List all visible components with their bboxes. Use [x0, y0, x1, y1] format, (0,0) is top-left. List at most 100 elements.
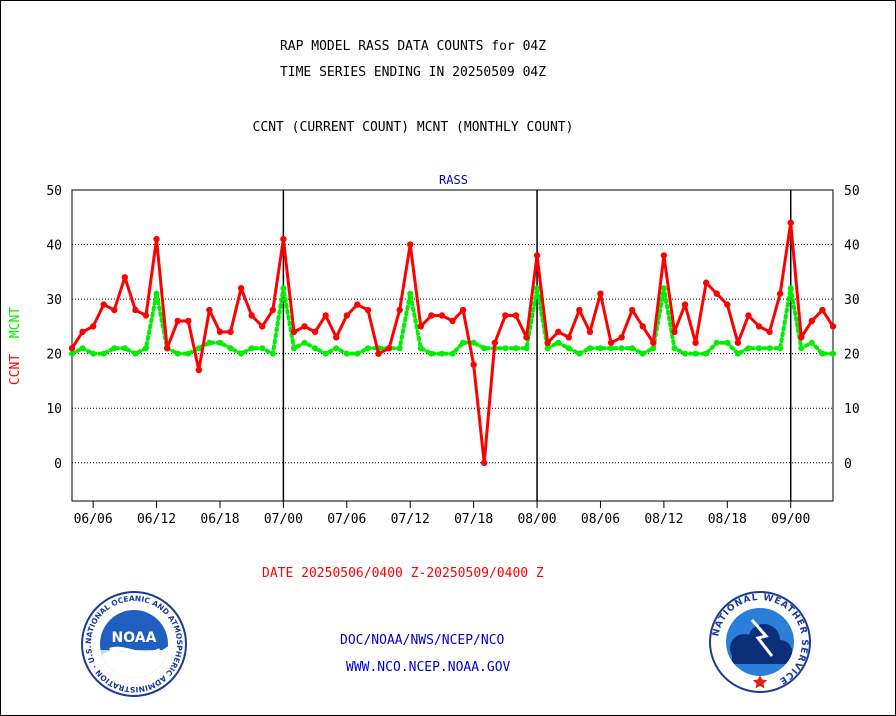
point-mcnt — [745, 345, 752, 352]
point-ccnt — [459, 306, 467, 314]
y-tick-label-left: 0 — [54, 457, 62, 472]
point-ccnt — [639, 323, 646, 330]
point-mcnt — [248, 345, 255, 352]
point-ccnt — [195, 366, 203, 374]
point-ccnt — [385, 345, 393, 352]
point-ccnt — [428, 312, 435, 319]
x-tick-label: 07/00 — [264, 512, 303, 527]
point-mcnt — [79, 345, 86, 352]
point-ccnt — [565, 334, 572, 341]
point-ccnt — [269, 306, 277, 314]
point-ccnt — [142, 312, 150, 319]
point-ccnt — [290, 328, 298, 336]
point-ccnt — [121, 274, 129, 281]
y-tick-label-left: 30 — [46, 293, 62, 308]
point-ccnt — [491, 339, 498, 346]
plot-area-border — [71, 189, 834, 502]
point-mcnt — [290, 345, 297, 352]
point-ccnt — [502, 312, 509, 319]
point-mcnt — [671, 345, 678, 352]
point-mcnt — [682, 350, 689, 357]
point-mcnt — [238, 350, 245, 357]
point-ccnt — [628, 306, 636, 314]
point-ccnt — [554, 328, 562, 336]
point-mcnt — [724, 339, 731, 346]
point-mcnt — [703, 350, 710, 357]
point-mcnt — [639, 350, 646, 357]
point-ccnt — [544, 339, 551, 346]
point-mcnt — [312, 345, 319, 352]
y-tick-label-left: 50 — [46, 184, 62, 199]
x-tick-label: 09/00 — [771, 512, 810, 527]
point-mcnt — [259, 345, 266, 352]
point-ccnt — [512, 312, 520, 319]
point-ccnt — [681, 301, 689, 308]
point-ccnt — [407, 241, 414, 248]
point-ccnt — [819, 306, 826, 314]
y-tick-label-left: 20 — [46, 348, 62, 363]
point-mcnt — [830, 350, 836, 357]
x-tick-label: 07/06 — [327, 512, 366, 527]
chart-title-line2: TIME SERIES ENDING IN 20250509 04Z — [279, 65, 547, 80]
point-ccnt — [829, 323, 837, 330]
website-label: WWW.NCO.NCEP.NOAA.GOV — [346, 660, 511, 675]
point-ccnt — [227, 328, 234, 336]
point-ccnt — [311, 328, 319, 336]
point-mcnt — [470, 339, 477, 346]
point-mcnt — [333, 345, 340, 352]
point-mcnt — [555, 339, 562, 346]
point-ccnt — [597, 290, 604, 297]
point-mcnt — [449, 350, 456, 357]
point-mcnt — [121, 345, 128, 352]
point-mcnt — [576, 350, 583, 357]
x-tick-label: 07/18 — [454, 512, 493, 527]
point-ccnt — [163, 345, 171, 352]
chart-subtitle: RASS — [439, 173, 468, 187]
point-mcnt — [544, 345, 551, 352]
point-ccnt — [660, 252, 668, 259]
point-ccnt — [438, 312, 446, 319]
point-ccnt — [248, 312, 255, 319]
y-axis-label-ccnt: CCNT — [8, 354, 23, 385]
y-tick-label-right: 40 — [844, 239, 860, 254]
point-mcnt — [69, 350, 75, 357]
point-mcnt — [364, 345, 371, 352]
noaa-logo-text: NOAA — [112, 630, 157, 646]
point-mcnt — [502, 345, 509, 352]
point-ccnt — [766, 328, 773, 336]
x-tick-label: 08/00 — [517, 512, 556, 527]
point-mcnt — [417, 345, 424, 352]
y-axis-label-mcnt: MCNT — [8, 307, 23, 338]
point-mcnt — [660, 285, 667, 292]
point-mcnt — [153, 290, 160, 297]
point-ccnt — [745, 312, 752, 319]
y-tick-label-left: 40 — [46, 239, 62, 254]
point-ccnt — [89, 323, 97, 330]
y-tick-label-left: 10 — [46, 402, 62, 417]
point-mcnt — [798, 345, 805, 352]
x-tick-label: 08/12 — [644, 512, 683, 527]
point-mcnt — [227, 345, 234, 352]
agency-label: DOC/NOAA/NWS/NCEP/NCO — [340, 633, 505, 648]
point-ccnt — [259, 323, 266, 330]
y-tick-label-right: 0 — [844, 457, 852, 472]
point-mcnt — [629, 345, 636, 352]
point-mcnt — [354, 350, 361, 357]
point-ccnt — [417, 323, 424, 330]
point-ccnt — [808, 317, 816, 325]
chart-title-line1: RAP MODEL RASS DATA COUNTS for 04Z — [279, 39, 547, 54]
point-mcnt — [534, 285, 541, 292]
point-ccnt — [354, 301, 361, 308]
point-ccnt — [396, 306, 403, 314]
date-range-label: DATE 20250506/0400 Z-20250509/0400 Z — [262, 566, 544, 581]
y-axis-label-gap — [8, 338, 23, 354]
point-ccnt — [100, 301, 107, 308]
point-mcnt — [819, 350, 826, 357]
point-mcnt — [713, 339, 720, 346]
point-ccnt — [607, 339, 615, 346]
point-ccnt — [185, 317, 192, 325]
point-mcnt — [512, 345, 519, 352]
point-mcnt — [756, 345, 763, 352]
